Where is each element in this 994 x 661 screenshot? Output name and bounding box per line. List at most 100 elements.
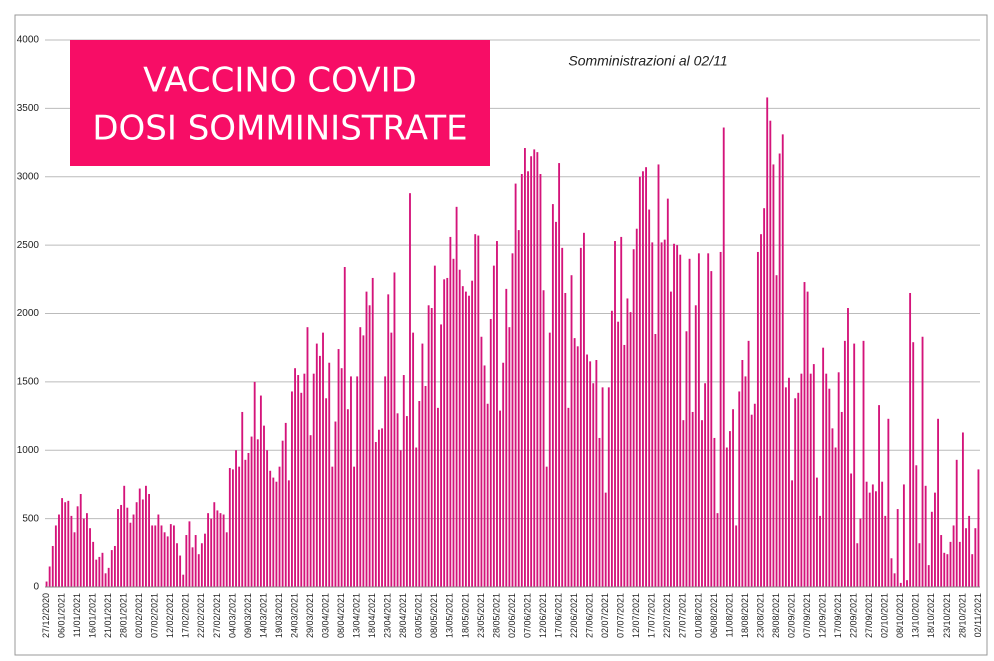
bar [725, 447, 728, 587]
bar [856, 543, 859, 587]
bar [405, 416, 408, 587]
bar [642, 171, 644, 587]
bar [54, 525, 57, 587]
bar [850, 473, 853, 587]
bar [828, 388, 831, 587]
bar [617, 321, 620, 587]
bar [794, 398, 797, 587]
x-tick-label: 07/07/2021 [616, 593, 626, 638]
bar [409, 193, 411, 587]
bar [589, 361, 592, 587]
bar [884, 515, 887, 587]
bar [318, 355, 321, 587]
bar [483, 365, 486, 587]
bar [946, 554, 949, 587]
bar [300, 392, 303, 587]
x-tick-label: 22/02/2021 [196, 593, 206, 638]
bar [58, 514, 60, 587]
bar [98, 556, 101, 587]
bar [287, 480, 290, 587]
bar [738, 391, 741, 587]
bar [685, 331, 688, 587]
x-tick-label: 23/08/2021 [755, 593, 765, 638]
bar [514, 183, 517, 587]
x-tick-label: 02/02/2021 [134, 593, 144, 638]
bar [573, 338, 576, 587]
bar [182, 574, 185, 587]
bar [176, 543, 178, 587]
bar [974, 528, 977, 587]
bar [583, 232, 585, 587]
x-tick-label: 18/04/2021 [367, 593, 377, 638]
bar [763, 208, 766, 587]
x-tick-label: 06/01/2021 [56, 593, 66, 638]
bar [660, 242, 663, 587]
x-tick-label: 27/02/2021 [212, 593, 222, 638]
bar [440, 324, 442, 587]
bar [353, 466, 356, 587]
bar [756, 251, 759, 587]
bar [452, 258, 455, 587]
x-tick-label: 19/03/2021 [274, 593, 284, 638]
x-tick-label: 18/05/2021 [460, 593, 470, 638]
bar [86, 513, 88, 587]
bar [464, 291, 467, 587]
bar [961, 432, 964, 587]
bar [185, 535, 188, 587]
x-tick-label: 07/02/2021 [150, 593, 160, 638]
bar [157, 514, 160, 587]
x-tick-label: 08/04/2021 [336, 593, 346, 638]
x-tick-label: 28/01/2021 [119, 593, 129, 638]
bar [517, 230, 520, 587]
y-tick-label: 2500 [17, 240, 40, 251]
bar [216, 510, 219, 587]
bar [129, 522, 132, 587]
bar [325, 398, 328, 587]
bar [732, 409, 734, 587]
bar [694, 305, 697, 587]
bar [148, 494, 150, 587]
bar [390, 332, 393, 587]
bar [172, 525, 175, 587]
y-tick-label: 3500 [17, 103, 40, 114]
bar [893, 573, 896, 587]
x-tick-label: 21/01/2021 [103, 593, 113, 638]
bar [744, 376, 747, 587]
bar [679, 254, 682, 587]
bar [359, 327, 362, 587]
bar [918, 543, 921, 587]
x-tick-label: 23/04/2021 [383, 593, 393, 638]
bar [567, 407, 570, 587]
bar [455, 206, 458, 587]
bar [492, 265, 495, 587]
bar [697, 253, 700, 587]
bar [607, 387, 610, 587]
bar [502, 362, 505, 587]
bar [343, 267, 346, 587]
bar [691, 411, 694, 587]
bar [791, 480, 793, 587]
bar [930, 511, 933, 587]
x-tick-label: 28/05/2021 [491, 593, 501, 638]
bar [204, 533, 206, 587]
bar [179, 555, 182, 587]
x-tick-label: 27/06/2021 [585, 593, 595, 638]
bar [601, 387, 604, 587]
bar [163, 532, 166, 587]
bar [340, 368, 343, 587]
x-tick-label: 01/08/2021 [693, 593, 703, 638]
bar [110, 550, 113, 587]
bar [275, 481, 278, 587]
bar [64, 502, 67, 587]
bar [778, 153, 781, 587]
y-tick-label: 1000 [17, 445, 40, 456]
bar [927, 565, 930, 587]
bar [222, 514, 225, 587]
bar [784, 387, 787, 587]
bar [915, 465, 918, 587]
y-tick-label: 1500 [17, 377, 40, 388]
bar [412, 332, 415, 587]
bar [505, 288, 508, 587]
bar [977, 469, 980, 587]
